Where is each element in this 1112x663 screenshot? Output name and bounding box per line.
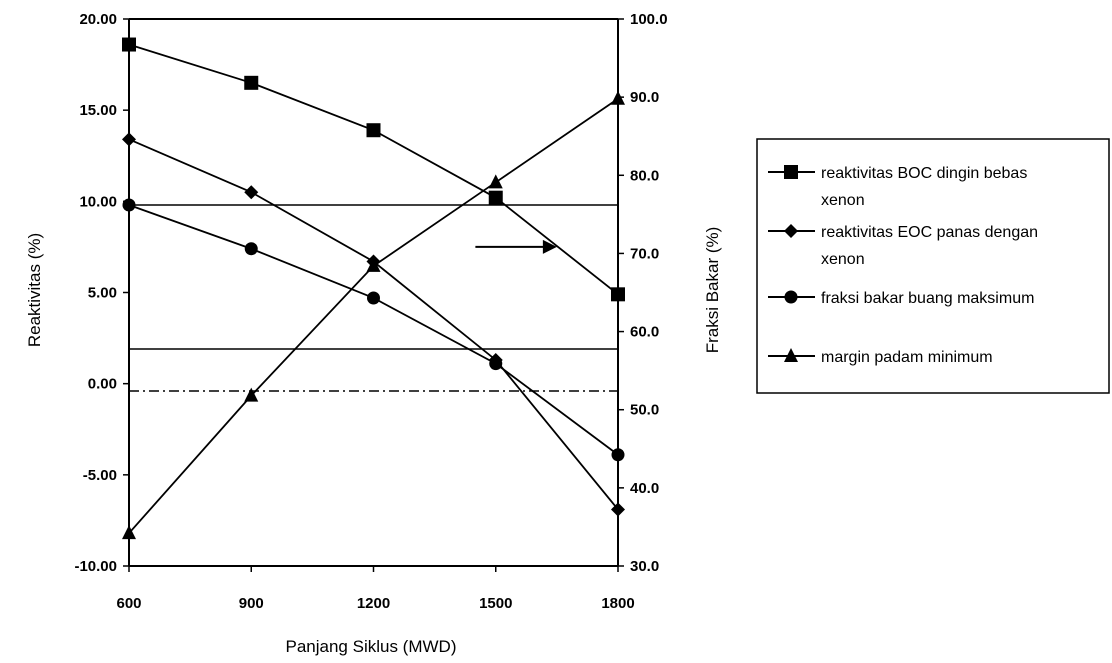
- legend-marker: [784, 224, 798, 238]
- legend-label: margin padam minimum: [821, 349, 993, 366]
- x-axis: 600 900 1200 1500 1800: [116, 566, 635, 612]
- y-axis-right: 30.0 40.0 50.0 60.0 70.0 80.0 90.0 100.0: [618, 11, 668, 575]
- y2-tick-label: 70.0: [630, 245, 659, 262]
- x-axis-title: Panjang Siklus (MWD): [286, 637, 457, 656]
- legend-item: margin padam minimum: [768, 348, 993, 366]
- data-point: [366, 123, 381, 138]
- x-tick-label: 1200: [357, 595, 390, 612]
- series-line: [128, 97, 619, 534]
- data-point: [611, 502, 625, 517]
- data-point: [122, 37, 136, 52]
- y2-tick-label: 60.0: [630, 324, 659, 341]
- legend-box: [756, 138, 1110, 394]
- y-axis-left: -10.00 -5.00 0.00 5.00 10.00 15.00 20.00: [74, 11, 129, 575]
- data-point: [122, 198, 136, 212]
- data-point: [244, 387, 259, 402]
- x-tick-label: 1500: [479, 595, 512, 612]
- y2-tick-label: 40.0: [630, 480, 659, 497]
- y-tick-label: 0.00: [88, 376, 117, 393]
- data-point: [122, 525, 136, 540]
- y2-tick-label: 100.0: [630, 11, 668, 28]
- legend-marker: [784, 348, 798, 362]
- x-tick-label: 900: [239, 595, 264, 612]
- y-axis-title: Reaktivitas (%): [25, 233, 44, 347]
- y-tick-label: -10.00: [74, 558, 117, 575]
- data-point: [244, 242, 258, 256]
- series-layer: [122, 37, 625, 540]
- data-point: [488, 190, 503, 205]
- data-point: [488, 174, 503, 189]
- legend-label: reaktivitas BOC dingin bebas xenon: [821, 165, 1027, 209]
- data-point: [366, 257, 381, 272]
- x-tick-label: 1800: [601, 595, 634, 612]
- y-tick-label: -5.00: [83, 467, 117, 484]
- series-circle: [122, 198, 625, 462]
- y2-tick-label: 80.0: [630, 167, 659, 184]
- data-point: [611, 90, 625, 105]
- legend-label-line: margin padam minimum: [821, 349, 993, 366]
- series-triangle: [122, 90, 625, 540]
- data-point: [611, 287, 625, 302]
- y-tick-label: 20.00: [79, 11, 117, 28]
- legend-label: fraksi bakar buang maksimum: [821, 290, 1034, 307]
- data-point: [244, 185, 259, 200]
- legend-marker: [784, 165, 798, 179]
- legend-label-line: reaktivitas BOC dingin bebas: [821, 165, 1027, 182]
- y2-axis-title: Fraksi Bakar (%): [703, 227, 722, 354]
- legend-item: reaktivitas BOC dingin bebas xenon: [768, 165, 1027, 209]
- legend-label: reaktivitas EOC panas dengan xenon: [821, 224, 1038, 268]
- data-point: [489, 357, 503, 371]
- y2-tick-label: 90.0: [630, 89, 659, 106]
- reference-lines: [129, 204, 618, 392]
- legend: reaktivitas BOC dingin bebas xenonreaktiv…: [756, 138, 1110, 394]
- legend-label-line: xenon: [821, 251, 865, 268]
- legend-label-line: reaktivitas EOC panas dengan: [821, 224, 1038, 241]
- data-point: [244, 75, 259, 90]
- y2-tick-label: 50.0: [630, 402, 659, 419]
- legend-item: fraksi bakar buang maksimum: [768, 290, 1034, 307]
- series-line: [128, 138, 619, 511]
- series-square: [122, 37, 625, 302]
- legend-marker: [784, 290, 798, 304]
- legend-label-line: fraksi bakar buang maksimum: [821, 290, 1034, 307]
- y-tick-label: 5.00: [88, 285, 117, 302]
- y-tick-label: 15.00: [79, 102, 117, 119]
- y2-tick-label: 30.0: [630, 558, 659, 575]
- data-point: [367, 291, 380, 305]
- y-tick-label: 10.00: [79, 193, 117, 210]
- data-point: [122, 132, 136, 147]
- data-point: [611, 448, 625, 462]
- series-diamond: [122, 132, 625, 517]
- annotation-arrowhead: [542, 239, 557, 254]
- legend-item: reaktivitas EOC panas dengan xenon: [768, 224, 1038, 268]
- x-tick-label: 600: [116, 595, 141, 612]
- legend-label-line: xenon: [821, 192, 865, 209]
